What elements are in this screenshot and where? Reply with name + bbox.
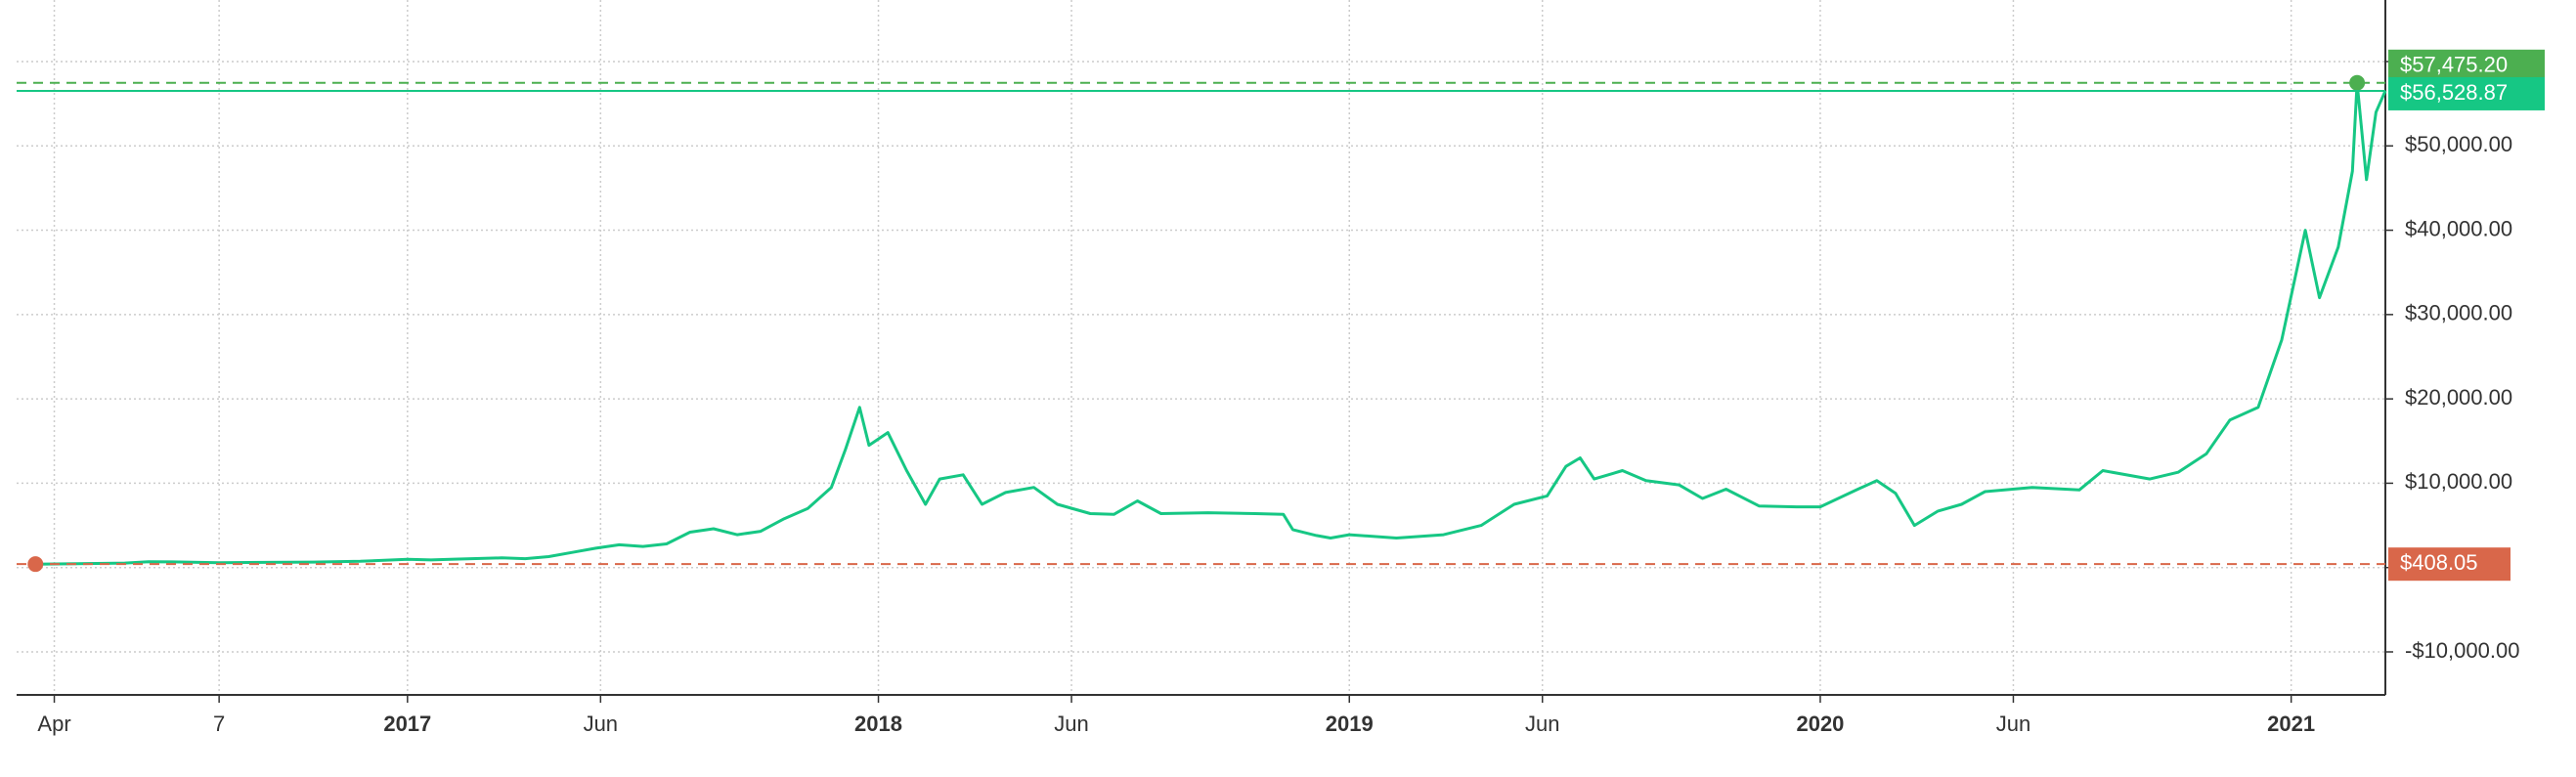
x-tick-label: Jun [584, 712, 618, 736]
price-badge-label: $56,528.87 [2400, 80, 2508, 105]
marker-point [2349, 74, 2366, 91]
x-tick-label: Apr [37, 712, 70, 736]
x-tick-label: Jun [1054, 712, 1088, 736]
price-badge [2388, 76, 2545, 110]
x-tick-label: 2019 [1326, 712, 1374, 736]
marker-point [27, 556, 44, 573]
y-tick-label: $50,000.00 [2405, 132, 2512, 156]
y-tick-label: $10,000.00 [2405, 469, 2512, 494]
x-tick-label: Jun [1525, 712, 1559, 736]
x-tick-label: 2018 [854, 712, 902, 736]
x-tick-label: 2020 [1796, 712, 1844, 736]
x-tick-label: 2017 [383, 712, 431, 736]
price-badge-label: $57,475.20 [2400, 53, 2508, 77]
price-line [35, 81, 2387, 566]
price-badge-label: $408.05 [2400, 550, 2478, 575]
y-tick-label: -$10,000.00 [2405, 638, 2519, 663]
y-tick-label: $20,000.00 [2405, 385, 2512, 410]
x-tick-label: 7 [213, 712, 225, 736]
y-tick-label: $40,000.00 [2405, 216, 2512, 240]
y-tick-label: $30,000.00 [2405, 301, 2512, 325]
x-tick-label: 2021 [2267, 712, 2315, 736]
price-badge [2388, 547, 2511, 582]
x-tick-label: Jun [1996, 712, 2030, 736]
